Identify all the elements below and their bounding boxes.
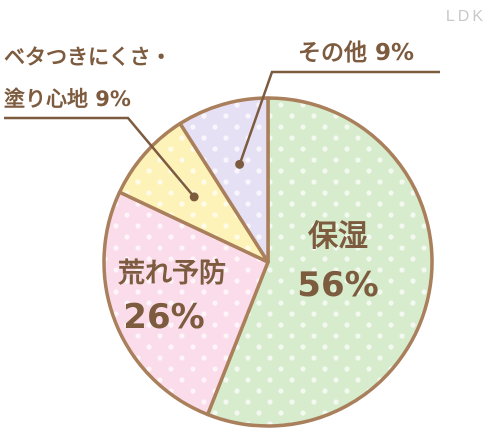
slice-value-moisturizing: 56% [297, 265, 378, 305]
slice-other [178, 96, 270, 264]
callout-label-other: その他 9% [298, 40, 414, 66]
slice-label-roughness-prevention: 荒れ予防 [118, 258, 226, 289]
brand-logo: LDK [445, 8, 486, 25]
slice-other-dots [180, 98, 268, 262]
slice-moisturizing [205, 96, 434, 428]
slice-roughness-prevention-outline [102, 190, 270, 417]
slice-non-sticky-texture-outline [117, 121, 270, 264]
callout-label-non-sticky-texture-line1: ベタつきにくさ・ [4, 45, 172, 69]
slice-moisturizing-dots [207, 98, 432, 426]
slice-other-outline [178, 96, 270, 264]
callout-line-other [238, 70, 440, 165]
callout-line-non-sticky-texture [4, 116, 196, 198]
slice-value-roughness-prevention: 26% [123, 297, 204, 337]
callout-label-non-sticky-texture-line2: 塗り心地 9% [4, 87, 131, 111]
slice-label-moisturizing: 保湿 [308, 219, 368, 254]
slice-moisturizing-outline [205, 96, 434, 428]
slice-roughness-prevention-dots [103, 192, 269, 415]
slice-roughness-prevention [102, 190, 270, 417]
